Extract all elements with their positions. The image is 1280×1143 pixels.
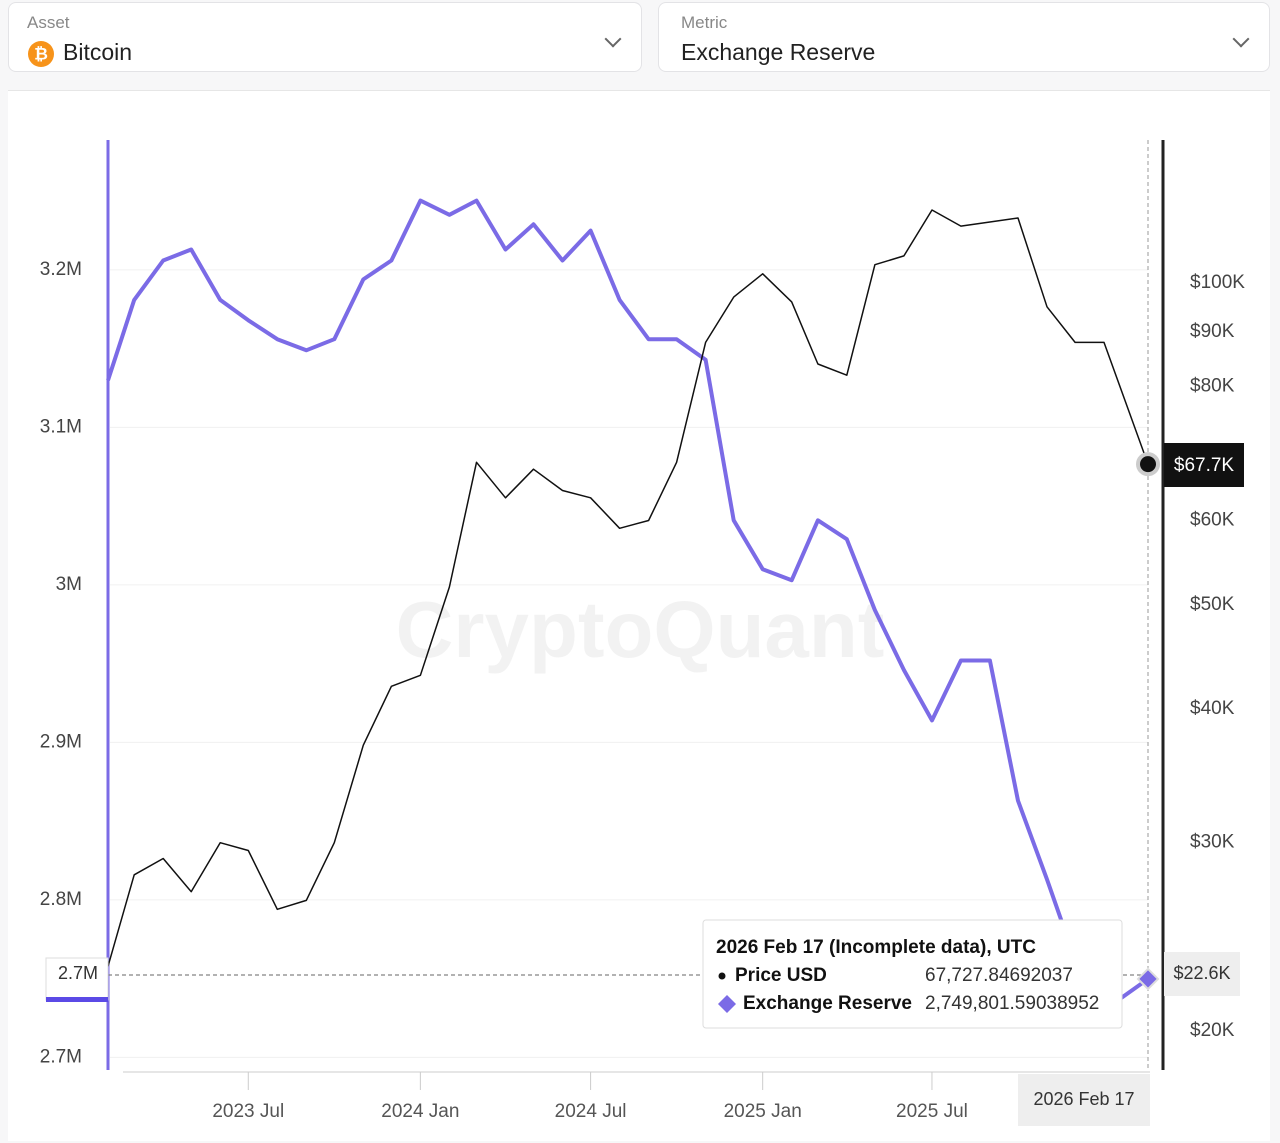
- y2-tick-label: $30K: [1190, 832, 1235, 853]
- x-tick-label: 2024 Jul: [555, 1101, 627, 1122]
- y2-tick-label: $60K: [1190, 509, 1235, 530]
- series-line: [106, 198, 1150, 1013]
- metric-dropdown[interactable]: Metric Exchange Reserve: [658, 2, 1270, 72]
- asset-label: Asset: [27, 13, 70, 32]
- y2-tick-label: $80K: [1190, 376, 1235, 397]
- y-tick-label: 2.8M: [40, 889, 82, 910]
- tooltip-bg: [702, 919, 1123, 1029]
- y-tick-label: 3.1M: [40, 416, 82, 437]
- svg-text:₿: ₿: [34, 44, 48, 63]
- tooltip-value: 67,727.84692037: [925, 965, 1073, 986]
- metric-label: Metric: [681, 13, 728, 32]
- reserve-badge-bg: [45, 957, 109, 1001]
- price-badge-bg: [1164, 443, 1244, 487]
- x-tick-label: 2025 Jan: [724, 1101, 802, 1122]
- x-crosshair-label: 2026 Feb 17: [1033, 1089, 1134, 1109]
- reserve-badge-edge: [46, 997, 108, 1002]
- tooltip-dot: [718, 972, 726, 980]
- y2-tick-label: $100K: [1190, 272, 1245, 293]
- tooltip-title: 2026 Feb 17 (Incomplete data), UTC: [716, 937, 1036, 958]
- x-tick-label: 2023 Jul: [212, 1101, 284, 1122]
- y-tick-label: 2.7M: [40, 1046, 82, 1067]
- x-tick-label: 2025 Jul: [896, 1101, 968, 1122]
- series-line: [107, 209, 1149, 967]
- y2-tick-label: $90K: [1190, 321, 1235, 342]
- asset-value: Bitcoin: [63, 39, 133, 65]
- tooltip-diamond: [718, 995, 736, 1013]
- y2-tick-label: $50K: [1190, 594, 1235, 615]
- reserve-marker: [1136, 967, 1160, 991]
- price-marker: [1136, 452, 1160, 477]
- y-tick-label: 3M: [56, 574, 82, 595]
- bitcoin-icon: ₿: [28, 41, 54, 67]
- metric-value: Exchange Reserve: [681, 39, 876, 65]
- tooltip-value: 2,749,801.59038952: [925, 993, 1099, 1014]
- y-tick-label: 3.2M: [40, 259, 82, 280]
- watermark: CryptoQuant: [396, 585, 885, 674]
- tooltip-name: Exchange Reserve: [743, 993, 912, 1014]
- y-tick-label: 2.9M: [40, 731, 82, 752]
- asset-dropdown[interactable]: Asset ₿ Bitcoin: [8, 2, 642, 72]
- price-badge: $67.7K: [1174, 455, 1235, 476]
- y2-tick-label: $40K: [1190, 698, 1235, 719]
- tooltip-name: Price USD: [735, 965, 827, 986]
- crosshair-price: $22.6K: [1173, 963, 1230, 983]
- y2-tick-label: $20K: [1190, 1020, 1235, 1041]
- crosshair-price-bg: [1164, 952, 1240, 996]
- x-tick-label: 2024 Jan: [381, 1101, 459, 1122]
- x-crosshair-bg: [1018, 1074, 1150, 1126]
- reserve-badge: 2.7M: [58, 963, 98, 983]
